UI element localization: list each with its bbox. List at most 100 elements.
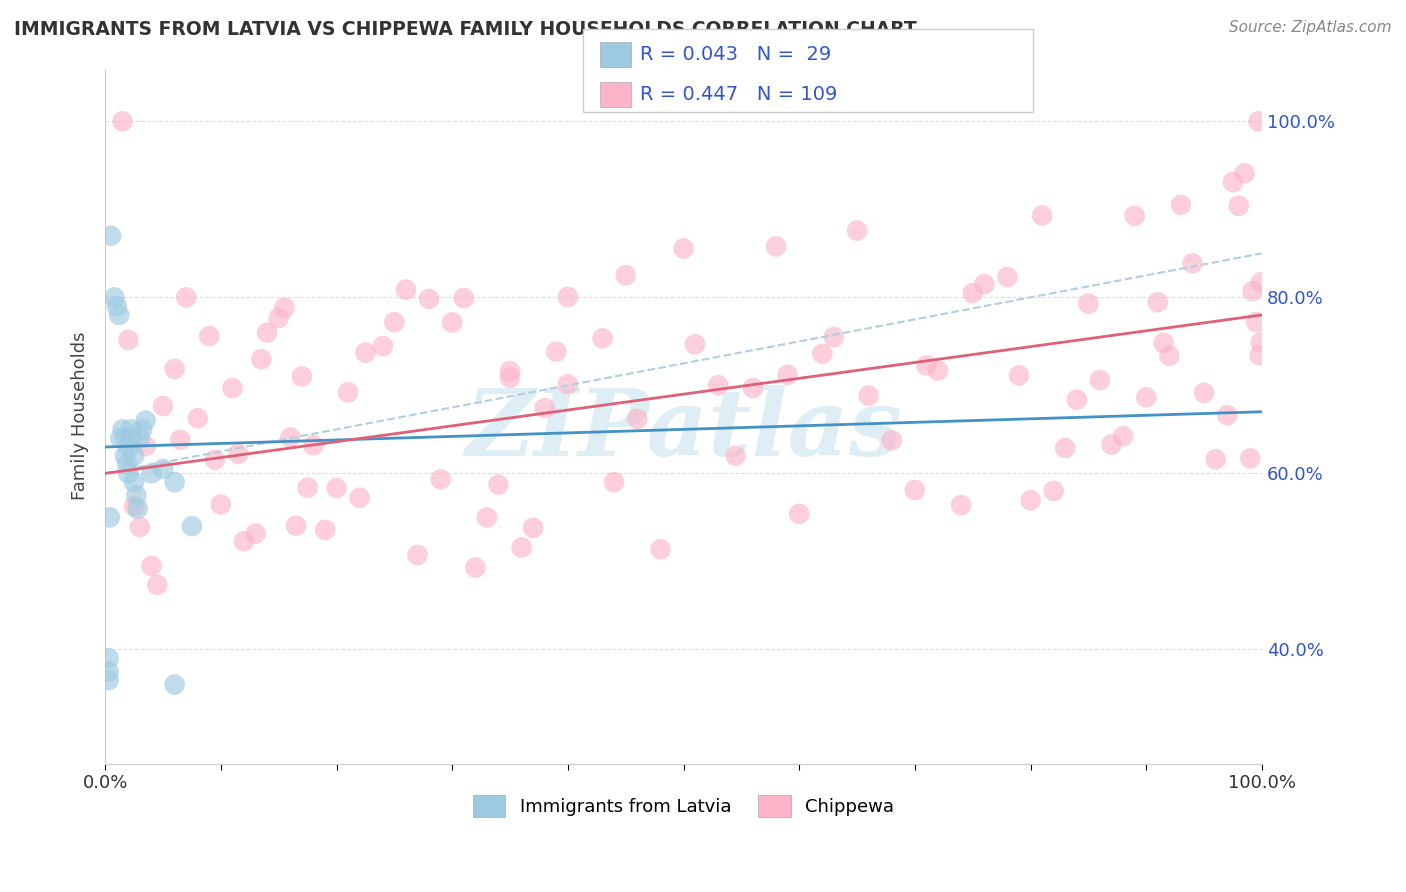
- Point: [198, 329, 221, 343]
- Point: [1008, 368, 1031, 383]
- Point: [117, 440, 139, 454]
- Point: [291, 369, 314, 384]
- Point: [488, 477, 510, 491]
- Point: [127, 501, 149, 516]
- Point: [98, 510, 121, 524]
- Point: [1123, 209, 1146, 223]
- Point: [108, 308, 131, 322]
- Point: [325, 481, 347, 495]
- Point: [285, 518, 308, 533]
- Point: [592, 331, 614, 345]
- Point: [226, 447, 249, 461]
- Point: [278, 430, 301, 444]
- Point: [384, 315, 406, 329]
- Point: [441, 315, 464, 329]
- Point: [904, 483, 927, 497]
- Point: [626, 411, 648, 425]
- Point: [371, 339, 394, 353]
- Point: [1233, 166, 1256, 180]
- Point: [337, 385, 360, 400]
- Text: ZIPatlas: ZIPatlas: [465, 385, 903, 475]
- Legend: Immigrants from Latvia, Chippewa: Immigrants from Latvia, Chippewa: [465, 788, 901, 824]
- Point: [103, 290, 125, 304]
- Point: [122, 449, 145, 463]
- Point: [1205, 452, 1227, 467]
- Point: [1241, 284, 1264, 298]
- Text: R = 0.043   N =  29: R = 0.043 N = 29: [640, 45, 831, 64]
- Point: [1153, 336, 1175, 351]
- Point: [557, 377, 579, 392]
- Point: [122, 500, 145, 514]
- Point: [105, 299, 128, 313]
- Point: [245, 526, 267, 541]
- Point: [354, 345, 377, 359]
- Y-axis label: Family Households: Family Households: [72, 332, 89, 500]
- Point: [1031, 209, 1053, 223]
- Point: [950, 498, 973, 512]
- Point: [1227, 199, 1250, 213]
- Point: [250, 352, 273, 367]
- Point: [823, 330, 845, 344]
- Point: [97, 651, 120, 665]
- Point: [395, 283, 418, 297]
- Point: [1054, 441, 1077, 455]
- Point: [187, 411, 209, 425]
- Point: [811, 347, 834, 361]
- Point: [97, 665, 120, 679]
- Point: [997, 270, 1019, 285]
- Point: [1159, 349, 1181, 363]
- Point: [418, 292, 440, 306]
- Point: [204, 452, 226, 467]
- Point: [120, 422, 142, 436]
- Point: [742, 381, 765, 395]
- Point: [1066, 392, 1088, 407]
- Point: [146, 578, 169, 592]
- Point: [464, 560, 486, 574]
- Point: [1239, 451, 1261, 466]
- Point: [152, 462, 174, 476]
- Text: R = 0.447   N = 109: R = 0.447 N = 109: [640, 86, 837, 104]
- Text: Source: ZipAtlas.com: Source: ZipAtlas.com: [1229, 20, 1392, 35]
- Point: [121, 431, 143, 445]
- Point: [273, 301, 295, 315]
- Point: [614, 268, 637, 283]
- Point: [129, 520, 152, 534]
- Point: [1181, 256, 1204, 270]
- Point: [546, 344, 568, 359]
- Point: [267, 311, 290, 326]
- Point: [152, 399, 174, 413]
- Point: [429, 472, 451, 486]
- Point: [1088, 373, 1111, 387]
- Point: [776, 368, 799, 382]
- Point: [114, 449, 136, 463]
- Point: [707, 378, 730, 392]
- Point: [115, 458, 138, 472]
- Point: [111, 114, 134, 128]
- Point: [349, 491, 371, 505]
- Point: [256, 326, 278, 340]
- Point: [787, 507, 810, 521]
- Point: [125, 488, 148, 502]
- Text: IMMIGRANTS FROM LATVIA VS CHIPPEWA FAMILY HOUSEHOLDS CORRELATION CHART: IMMIGRANTS FROM LATVIA VS CHIPPEWA FAMIL…: [14, 20, 917, 38]
- Point: [131, 422, 153, 436]
- Point: [915, 359, 938, 373]
- Point: [110, 431, 132, 445]
- Point: [122, 475, 145, 490]
- Point: [129, 431, 152, 445]
- Point: [1077, 296, 1099, 310]
- Point: [209, 498, 232, 512]
- Point: [1222, 175, 1244, 189]
- Point: [533, 401, 555, 416]
- Point: [683, 337, 706, 351]
- Point: [880, 434, 903, 448]
- Point: [765, 239, 787, 253]
- Point: [114, 431, 136, 445]
- Point: [453, 291, 475, 305]
- Point: [141, 558, 163, 573]
- Point: [169, 433, 191, 447]
- Point: [1250, 335, 1272, 350]
- Point: [406, 548, 429, 562]
- Point: [221, 381, 243, 395]
- Point: [1250, 275, 1272, 289]
- Point: [672, 242, 695, 256]
